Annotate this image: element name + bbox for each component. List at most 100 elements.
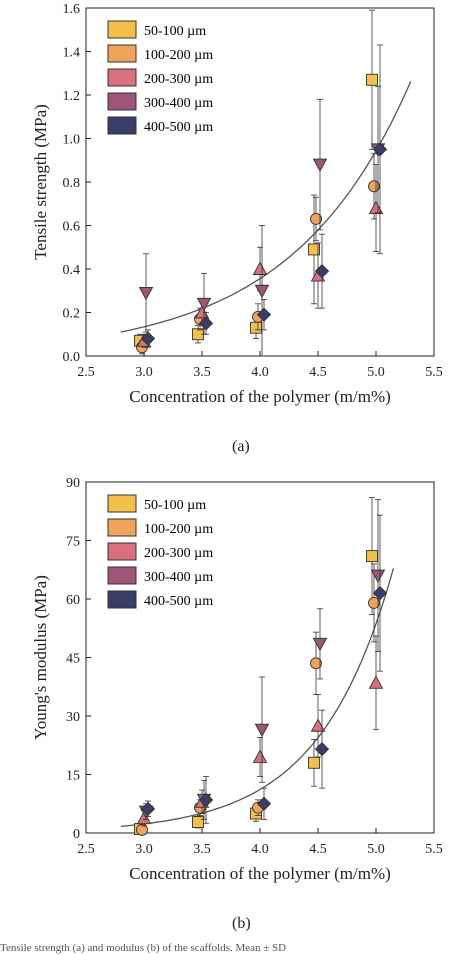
y-tick: 15 xyxy=(66,769,91,784)
series-circle xyxy=(136,563,380,836)
x-tick-label: 2.5 xyxy=(77,365,95,380)
x-axis-title: Concentration of the polymer (m/m%) xyxy=(129,864,391,883)
legend-swatch xyxy=(107,92,137,111)
data-point-triangle-up xyxy=(310,718,326,732)
x-tick-label: 3.0 xyxy=(135,842,153,857)
y-tick: 1.6 xyxy=(63,2,91,17)
y-tick-label: 0.2 xyxy=(63,307,81,322)
y-tick: 75 xyxy=(66,535,91,550)
y-tick-label: 1.2 xyxy=(63,89,81,104)
data-point-square xyxy=(250,321,262,334)
data-point-triangle-up xyxy=(252,749,268,763)
x-tick: 2.5 xyxy=(77,351,95,380)
data-point-triangle-down xyxy=(196,297,212,312)
y-tick-label: 90 xyxy=(66,476,80,491)
y-tick-label: 0 xyxy=(73,827,80,842)
legend-label: 300-400 µm xyxy=(144,96,213,111)
data-point-diamond xyxy=(256,796,272,811)
x-axis-title: Concentration of the polymer (m/m%) xyxy=(129,387,391,406)
data-point-diamond xyxy=(198,792,214,807)
x-tick: 3.0 xyxy=(135,351,153,380)
data-point-circle xyxy=(310,213,322,225)
tensile-strength-chart: 2.5 3.0 3.5 4.0 4.5 5.0 5.5 0.0 0.2 0.4 0.6 0.8 1.0 1… xyxy=(31,2,443,406)
y-tick: 1.4 xyxy=(63,46,91,61)
plot-frame xyxy=(85,481,435,834)
y-tick: 0.4 xyxy=(63,263,91,278)
x-tick: 5.0 xyxy=(367,828,385,857)
y-tick-label: 75 xyxy=(66,535,80,550)
data-point-diamond xyxy=(140,331,156,346)
x-tick: 5.0 xyxy=(367,351,385,380)
legend-label: 200-300 µm xyxy=(144,546,213,561)
data-point-diamond xyxy=(140,801,156,816)
legend-swatch xyxy=(107,566,137,585)
y-tick-label: 30 xyxy=(66,710,80,725)
series-diamond xyxy=(140,514,388,824)
y-tick: 0.8 xyxy=(63,176,91,191)
data-point-diamond xyxy=(198,316,214,331)
data-point-triangle-down xyxy=(254,723,270,738)
data-point-triangle-up xyxy=(252,261,268,275)
y-axis-title: Tensile strength (MPa) xyxy=(31,104,50,260)
x-tick-label: 5.5 xyxy=(425,365,443,380)
y-tick-label: 1.0 xyxy=(63,133,81,148)
series-triangle-up xyxy=(136,635,384,827)
data-point-circle xyxy=(368,596,380,609)
data-point-square xyxy=(192,816,204,829)
series-circle xyxy=(136,153,380,355)
legend-label: 200-300 µm xyxy=(144,72,213,87)
y-tick: 0.6 xyxy=(63,220,91,235)
data-point-triangle-up xyxy=(194,305,210,319)
y-tick: 30 xyxy=(66,710,91,725)
legend-swatch xyxy=(107,590,137,609)
legend-swatch xyxy=(107,116,137,135)
series-diamond xyxy=(140,44,388,348)
y-tick: 1.2 xyxy=(63,89,91,104)
legend-label: 50-100 µm xyxy=(144,498,206,513)
y-tick-label: 0.8 xyxy=(63,176,81,191)
x-tick-label: 5.0 xyxy=(367,842,385,857)
x-tick-label: 5.5 xyxy=(425,842,443,857)
figure-caption: Tensile strength (a) and modulus (b) of … xyxy=(0,942,287,954)
x-tick-label: 4.0 xyxy=(251,365,269,380)
x-tick: 3.5 xyxy=(193,351,211,380)
x-tick: 3.5 xyxy=(193,828,211,857)
x-tick-label: 5.0 xyxy=(367,365,385,380)
y-axis-title: Young's modulus (MPa) xyxy=(31,575,50,740)
data-point-square xyxy=(366,550,378,563)
data-point-diamond xyxy=(314,742,330,757)
legend-label: 400-500 µm xyxy=(144,594,213,609)
data-point-triangle-up xyxy=(368,675,384,689)
x-tick-label: 3.5 xyxy=(193,842,211,857)
y-tick-label: 1.6 xyxy=(63,2,81,17)
legend-label: 300-400 µm xyxy=(144,570,213,585)
legend: 50-100 µm 100-200 µm 200-300 µm 300-400 µm 4… xyxy=(107,494,213,609)
data-point-triangle-down xyxy=(370,569,386,584)
x-tick-label: 4.5 xyxy=(309,842,327,857)
x-tick-label: 4.0 xyxy=(251,842,269,857)
data-point-triangle-down xyxy=(254,284,270,299)
y-tick: 1.0 xyxy=(63,133,91,148)
x-tick: 5.5 xyxy=(425,828,443,857)
panel-label-a: (a) xyxy=(232,438,250,455)
x-tick: 4.0 xyxy=(251,828,269,857)
data-point-square xyxy=(366,73,378,86)
x-tick-label: 2.5 xyxy=(77,842,95,857)
y-tick-label: 0.4 xyxy=(63,263,81,278)
data-point-diamond xyxy=(372,586,388,601)
y-tick: 45 xyxy=(66,652,91,667)
legend-label: 100-200 µm xyxy=(144,522,213,537)
fit-curve xyxy=(120,568,395,828)
legend-swatch xyxy=(107,542,137,561)
legend-label: 100-200 µm xyxy=(144,48,213,63)
data-point-circle xyxy=(310,657,322,670)
x-tick: 4.0 xyxy=(251,351,269,380)
y-tick: 60 xyxy=(66,593,91,608)
y-tick: 0 xyxy=(73,827,91,842)
x-tick: 4.5 xyxy=(309,828,327,857)
legend: 50-100 µm 100-200 µm 200-300 µm 300-400 µm 4… xyxy=(107,20,213,135)
data-point-triangle-down xyxy=(138,286,154,301)
y-tick-label: 60 xyxy=(66,593,80,608)
youngs-modulus-chart: 2.5 3.0 3.5 4.0 4.5 5.0 5.5 0 15 30 45 60 75 90 Concen… xyxy=(31,476,443,883)
data-point-triangle-up xyxy=(368,200,384,215)
